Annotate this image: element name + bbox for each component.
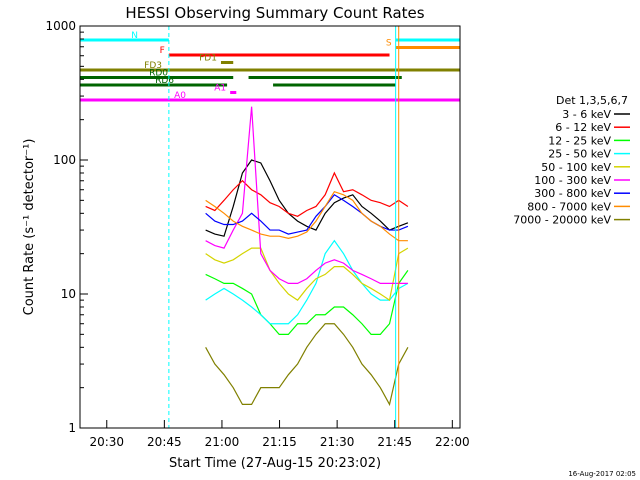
x-tick-label-1: 20:45 <box>147 435 182 449</box>
state-label-rd6: RD6 <box>155 76 174 86</box>
legend-label-8: 7000 - 20000 keV <box>513 214 611 227</box>
series-line-3 <box>205 239 409 325</box>
series-line-7 <box>205 190 408 242</box>
generation-timestamp: 16-Aug-2017 02:05 <box>568 470 636 478</box>
series-line-5 <box>205 106 408 284</box>
state-label-a0: A0 <box>174 91 186 101</box>
state-label-f: F <box>160 46 165 56</box>
legend-label-3: 25 - 50 keV <box>548 148 611 161</box>
legend-label-1: 6 - 12 keV <box>555 121 611 134</box>
chart-title: HESSI Observing Summary Count Rates <box>125 4 424 22</box>
state-label-s: S <box>386 39 392 49</box>
series-line-2 <box>205 270 409 335</box>
state-label-fd1: FD1 <box>199 54 217 64</box>
series-line-8 <box>205 323 409 407</box>
y-tick-label-3: 1000 <box>45 19 76 33</box>
legend-title: Det 1,3,5,6,7 <box>556 94 628 107</box>
y-axis-ticks: 1 10 100 1000 <box>45 19 88 435</box>
x-tick-label-5: 21:45 <box>377 435 412 449</box>
y-axis-label: Count Rate (s⁻¹ detector⁻¹) <box>22 139 37 316</box>
legend-label-4: 50 - 100 keV <box>541 161 611 174</box>
x-tick-label-2: 21:00 <box>205 435 240 449</box>
x-tick-label-4: 21:30 <box>320 435 355 449</box>
state-label-n: N <box>131 31 138 41</box>
series-line-1 <box>205 171 409 217</box>
y-tick-label-1: 10 <box>61 287 76 301</box>
x-axis-label: Start Time (27-Aug-15 20:23:02) <box>169 456 381 471</box>
state-label-a1: A1 <box>214 84 226 94</box>
y-tick-label-0: 1 <box>68 421 76 435</box>
x-tick-label-6: 22:00 <box>435 435 470 449</box>
legend-label-6: 300 - 800 keV <box>534 187 611 200</box>
series-line-6 <box>205 194 409 235</box>
series-line-4 <box>205 247 409 302</box>
state-label-rd0: RD0 <box>149 69 168 79</box>
state-label-fd3: FD3 <box>144 61 162 71</box>
x-tick-label-3: 21:15 <box>262 435 297 449</box>
x-tick-label-0: 20:30 <box>89 435 124 449</box>
legend-label-7: 800 - 7000 keV <box>527 200 611 213</box>
x-axis-ticks: 20:30 20:45 21:00 21:15 21:30 21:45 22:00 <box>89 420 470 449</box>
legend-label-5: 100 - 300 keV <box>534 174 611 187</box>
legend-label-0: 3 - 6 keV <box>562 108 611 121</box>
series-lines <box>205 106 409 407</box>
y-tick-label-2: 100 <box>53 153 76 167</box>
legend-label-2: 12 - 25 keV <box>548 134 611 147</box>
plot-frame <box>79 25 461 429</box>
